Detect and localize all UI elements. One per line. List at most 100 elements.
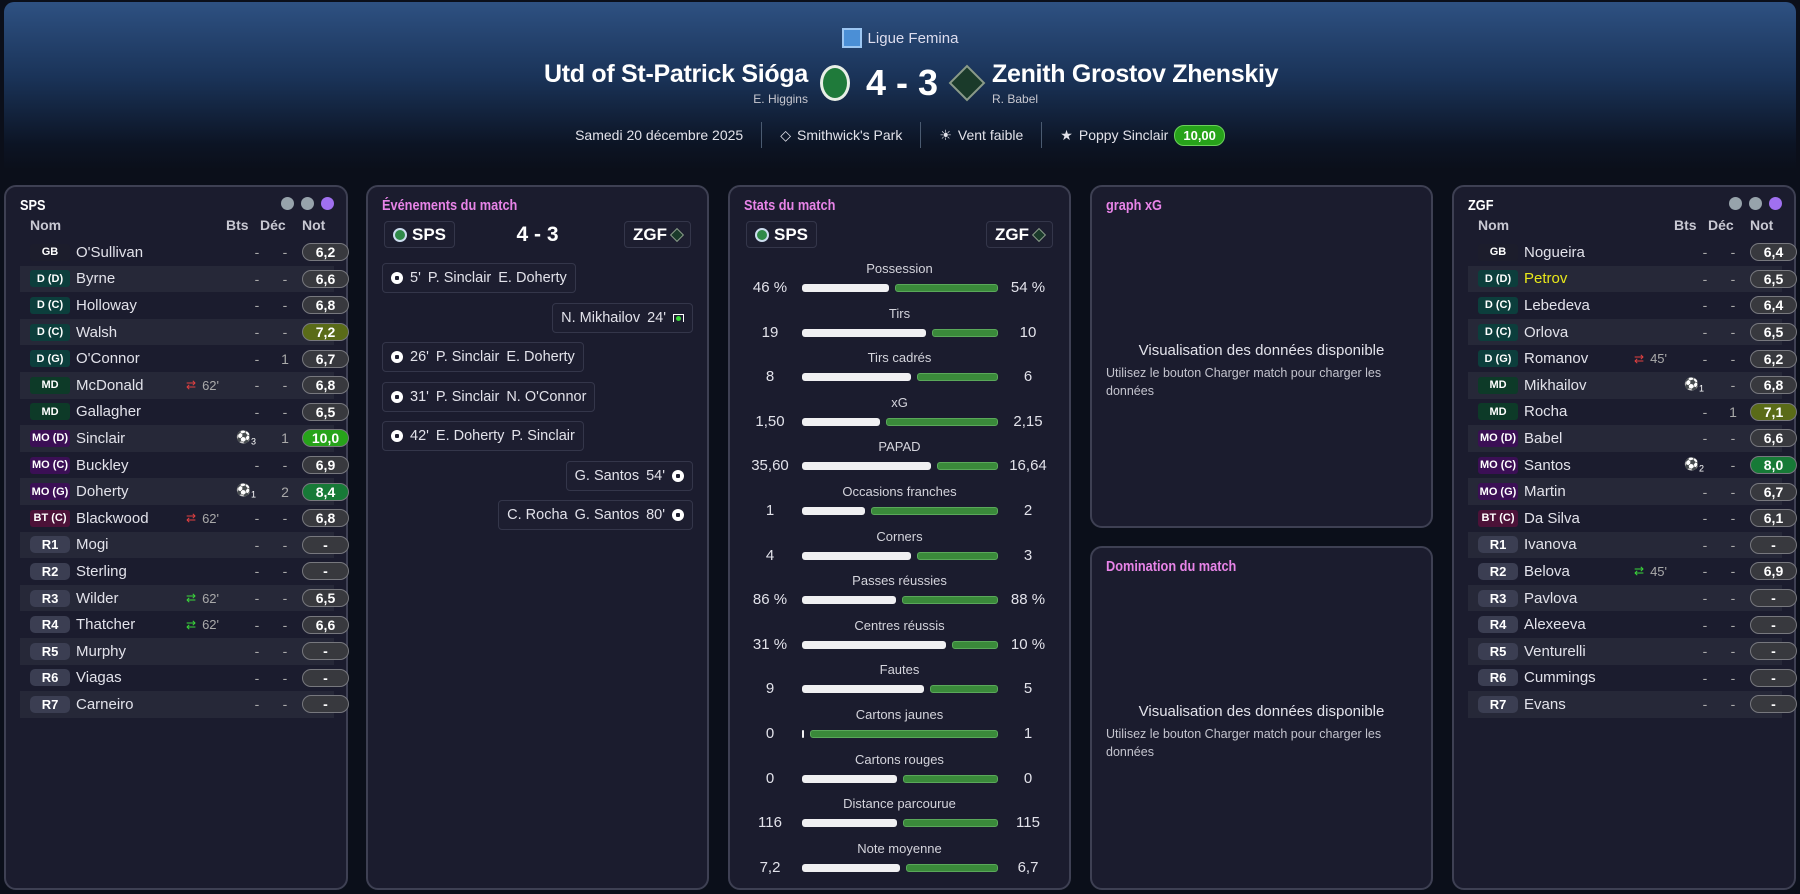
player-name[interactable]: Walsh [76,323,118,341]
player-row[interactable]: R3 Pavlova - - - [1468,584,1797,612]
player-row[interactable]: MD Gallagher - -6,5 [20,399,349,426]
stat-row: Tirs cadrés 8 6 [730,350,1069,388]
player-row[interactable]: D (C) Lebedeva - -6,4 [1468,292,1797,319]
view-dot-1[interactable] [1729,197,1742,210]
event-item[interactable]: 31' P. Sinclair N. O'Connor [382,381,596,412]
player-row[interactable]: D (G) Romanov ⇄ 45' - -6,2 [1468,345,1797,372]
player-name[interactable]: O'Sullivan [76,243,144,261]
player-name[interactable]: Doherty [76,483,129,501]
player-name[interactable]: Viagas [76,669,122,687]
player-row[interactable]: R1 Mogi - - - [20,531,349,559]
player-row[interactable]: MO (D) Babel - -6,6 [1468,425,1797,452]
player-row[interactable]: MO (D) Sinclair ⚽3 1 10,0 [20,425,349,452]
player-name[interactable]: Murphy [76,642,127,660]
player-name[interactable]: Cummings [1524,669,1596,687]
col-name[interactable]: Nom [1478,217,1510,233]
player-name[interactable]: Holloway [76,296,137,314]
player-row[interactable]: BT (C) Da Silva - -6,1 [1468,505,1797,532]
view-dot-3[interactable] [1769,197,1782,210]
player-row[interactable]: D (C) Orlova - -6,5 [1468,318,1797,346]
player-row[interactable]: MO (G) Doherty ⚽1 2 8,4 [20,478,349,505]
view-dot-3[interactable] [321,197,334,210]
player-name[interactable]: Nogueira [1524,243,1585,261]
player-name[interactable]: Buckley [76,456,129,474]
event-item[interactable]: 26' P. Sinclair E. Doherty [382,342,584,372]
col-rating[interactable]: Not [302,217,326,233]
player-name[interactable]: Sterling [76,562,127,580]
player-row[interactable]: D (D) Byrne - -6,6 [20,265,349,293]
player-row[interactable]: R5 Murphy - - - [20,637,349,665]
player-name[interactable]: Evans [1524,695,1566,713]
substitution-icon: ⇄ [1634,564,1645,579]
player-name[interactable]: Carneiro [76,695,134,713]
player-row[interactable]: MD McDonald ⇄ 62' - -6,8 [20,371,349,399]
player-row[interactable]: D (G) O'Connor - 1 6,7 [20,345,349,372]
player-row[interactable]: R6 Cummings - - - [1468,665,1797,692]
player-name[interactable]: Ivanova [1524,536,1577,554]
stat-row: xG 1,50 2,15 [730,395,1069,433]
player-row[interactable]: R2 Sterling - - - [20,558,349,585]
player-name[interactable]: Wilder [76,589,119,607]
player-name[interactable]: Pavlova [1524,589,1578,607]
player-name[interactable]: Orlova [1524,323,1569,341]
player-row[interactable]: GB Nogueira - -6,4 [1468,239,1797,266]
player-row[interactable]: R7 Carneiro - - - [20,691,349,718]
player-name[interactable]: Thatcher [76,616,136,634]
player-row[interactable]: R2 Belova ⇄ 45' - -6,9 [1468,558,1797,585]
event-item[interactable]: G. Santos 54' [565,460,693,491]
assists-value: - [1730,536,1736,553]
player-row[interactable]: BT (C) Blackwood ⇄ 62' - -6,8 [20,505,349,532]
player-name[interactable]: Blackwood [76,509,149,527]
player-row[interactable]: MD Mikhailov ⚽1 -6,8 [1468,371,1797,399]
player-name[interactable]: Rocha [1524,403,1568,421]
player-name[interactable]: Mogi [76,536,109,554]
player-name[interactable]: Da Silva [1524,509,1580,527]
player-name[interactable]: Byrne [76,270,116,288]
player-name[interactable]: Babel [1524,429,1563,447]
event-item[interactable]: 5' P. Sinclair E. Doherty [382,263,576,293]
col-name[interactable]: Nom [30,217,62,233]
player-row[interactable]: MD Rocha - 1 7,1 [1468,399,1797,426]
player-row[interactable]: R1 Ivanova - - - [1468,531,1797,559]
player-name[interactable]: Belova [1524,562,1570,580]
player-row[interactable]: MO (C) Buckley - -6,9 [20,452,349,479]
col-goals[interactable]: Bts [1674,217,1697,233]
player-row[interactable]: D (D) Petrov - -6,5 [1468,265,1797,293]
player-name[interactable]: Venturelli [1524,642,1586,660]
event-item[interactable]: C. Rocha G. Santos 80' [498,500,693,530]
view-dot-2[interactable] [301,197,314,210]
player-name[interactable]: Romanov [1524,350,1589,368]
col-assists[interactable]: Déc [1708,217,1734,233]
player-row[interactable]: D (C) Walsh - -7,2 [20,318,349,346]
player-row[interactable]: R7 Evans - - - [1468,691,1797,718]
event-item[interactable]: 42' E. Doherty P. Sinclair [382,421,584,451]
player-row[interactable]: R5 Venturelli - - - [1468,637,1797,665]
player-name[interactable]: Alexeeva [1524,616,1586,634]
col-rating[interactable]: Not [1750,217,1774,233]
player-name[interactable]: Petrov [1524,270,1568,288]
player-row[interactable]: R4 Thatcher ⇄ 62' - -6,6 [20,611,349,638]
substitution-icon: ⇄ [186,378,197,393]
position-badge: D (C) [30,296,70,314]
col-assists[interactable]: Déc [260,217,286,233]
col-goals[interactable]: Bts [226,217,249,233]
player-row[interactable]: GB O'Sullivan - -6,2 [20,239,349,266]
player-rating: 6,6 [1750,429,1797,448]
player-name[interactable]: McDonald [76,376,144,394]
player-name[interactable]: Gallagher [76,403,142,421]
player-name[interactable]: Santos [1524,456,1571,474]
player-name[interactable]: Martin [1524,483,1566,501]
player-row[interactable]: MO (C) Santos ⚽2 -8,0 [1468,452,1797,479]
view-dot-2[interactable] [1749,197,1762,210]
event-item[interactable]: N. Mikhailov 24' [552,302,693,333]
player-row[interactable]: MO (G) Martin - -6,7 [1468,478,1797,505]
player-name[interactable]: O'Connor [76,350,140,368]
player-row[interactable]: R6 Viagas - - - [20,665,349,692]
player-row[interactable]: D (C) Holloway - -6,8 [20,292,349,319]
player-name[interactable]: Mikhailov [1524,376,1587,394]
player-name[interactable]: Lebedeva [1524,296,1590,314]
player-row[interactable]: R4 Alexeeva - - - [1468,611,1797,638]
view-dot-1[interactable] [281,197,294,210]
player-row[interactable]: R3 Wilder ⇄ 62' - -6,5 [20,584,349,612]
player-name[interactable]: Sinclair [76,429,126,447]
